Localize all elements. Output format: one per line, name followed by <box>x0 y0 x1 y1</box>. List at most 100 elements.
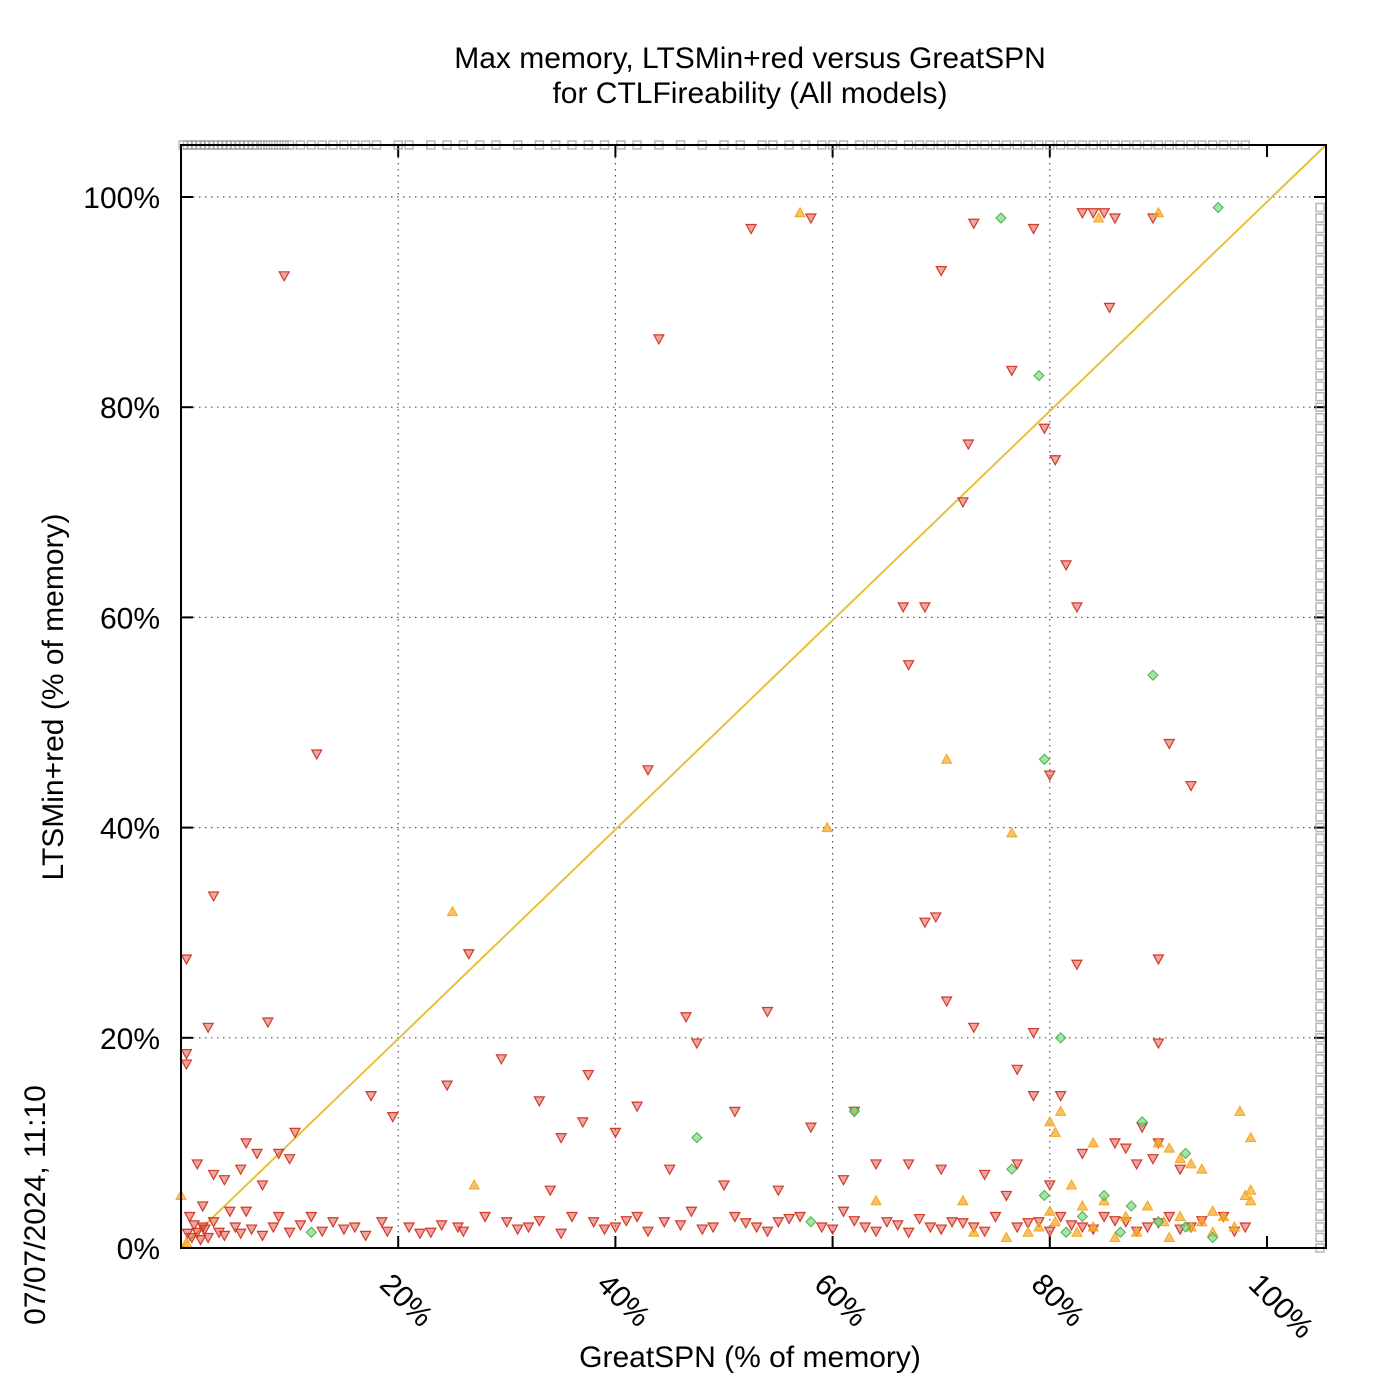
failure-marker-right <box>1315 1127 1325 1138</box>
failure-marker-right <box>1315 906 1325 917</box>
red-down-triangle-point <box>1027 1027 1040 1039</box>
orange-up-triangle-point <box>1043 1205 1056 1216</box>
y-tick-label: 40% <box>100 813 160 846</box>
failure-marker-right <box>1315 1085 1325 1096</box>
red-down-triangle-point <box>381 1226 394 1238</box>
red-down-triangle-point <box>1239 1222 1252 1234</box>
red-down-triangle-point <box>631 1101 644 1113</box>
red-down-triangle-point <box>240 1206 253 1218</box>
green-diamond-point <box>1006 1163 1018 1175</box>
orange-up-triangle-point <box>1087 1136 1100 1148</box>
orange-up-triangle-point <box>967 1226 980 1237</box>
failure-marker-right <box>1315 307 1325 318</box>
orange-up-triangle-point <box>1163 1231 1176 1242</box>
green-diamond-point <box>1076 1210 1089 1223</box>
red-down-triangle-point <box>935 265 948 277</box>
failure-marker-right <box>1315 1180 1325 1190</box>
failure-marker-right <box>1315 843 1325 854</box>
orange-up-triangle-point <box>1000 1231 1013 1242</box>
orange-up-triangle-point <box>1244 1184 1257 1195</box>
failure-marker-right <box>1315 1117 1325 1127</box>
orange-up-triangle-point <box>1141 1199 1154 1211</box>
red-down-triangle-point <box>1049 455 1062 466</box>
diagonal-reference-line <box>180 144 1327 1249</box>
red-down-triangle-point <box>194 1234 207 1246</box>
failure-marker-right <box>1315 465 1325 476</box>
orange-up-triangle-point <box>1174 1210 1186 1221</box>
red-down-triangle-point <box>1005 365 1018 377</box>
green-diamond-point <box>805 1216 817 1228</box>
failure-marker-right <box>1315 675 1325 686</box>
red-down-triangle-point <box>555 1133 568 1144</box>
red-down-triangle-point <box>283 1154 296 1165</box>
red-down-triangle-point <box>180 1048 193 1060</box>
failure-marker-right <box>1315 560 1325 570</box>
red-down-triangle-point <box>435 1220 448 1232</box>
orange-up-triangle-point <box>1152 1136 1165 1148</box>
red-down-triangle-point <box>256 1180 269 1192</box>
red-down-triangle-point <box>1108 1216 1121 1227</box>
red-down-triangle-point <box>794 1211 807 1223</box>
failure-marker-right <box>1315 518 1325 528</box>
failure-marker-right <box>1315 864 1325 875</box>
failure-marker-right <box>1315 539 1325 549</box>
red-down-triangle-point <box>188 1220 201 1232</box>
red-down-triangle-point <box>902 1159 915 1171</box>
green-diamond-point <box>1152 1216 1165 1228</box>
orange-up-triangle-point <box>1119 1210 1132 1221</box>
failure-marker-right <box>1315 1106 1325 1117</box>
red-down-triangle-point <box>1070 959 1083 971</box>
green-diamond-point <box>848 1105 861 1118</box>
failure-marker-right <box>1315 255 1325 265</box>
red-down-triangle-point <box>783 1213 796 1225</box>
red-down-triangle-point <box>1146 1154 1159 1165</box>
red-down-triangle-point <box>946 1217 959 1228</box>
red-down-triangle-point <box>1103 302 1116 314</box>
red-down-triangle-point <box>386 1112 399 1123</box>
red-down-triangle-point <box>598 1224 611 1236</box>
failure-marker-right <box>1315 1201 1325 1211</box>
red-down-triangle-point <box>902 660 915 671</box>
failure-marker-right <box>1315 770 1325 780</box>
failure-marker-right <box>1315 318 1325 328</box>
red-down-triangle-point <box>587 1217 600 1228</box>
failure-marker-right <box>1315 707 1325 717</box>
red-down-triangle-point <box>679 1012 693 1024</box>
red-down-triangle-point <box>234 1228 247 1240</box>
red-down-triangle-point <box>1011 1159 1024 1171</box>
orange-up-triangle-point <box>1049 1215 1062 1227</box>
red-down-triangle-point <box>1070 602 1083 614</box>
red-down-triangle-point <box>1152 954 1165 966</box>
failure-marker-right <box>1315 402 1325 412</box>
failure-marker-right <box>1315 591 1325 602</box>
red-down-triangle-point <box>202 1022 215 1034</box>
red-down-triangle-point <box>897 602 910 614</box>
red-down-triangle-point <box>283 1227 296 1239</box>
orange-up-triangle-point <box>870 1194 882 1206</box>
red-down-triangle-point <box>207 891 220 903</box>
failure-marker-right <box>1315 602 1325 612</box>
failure-marker-right <box>1315 791 1325 801</box>
red-down-triangle-point <box>609 1222 622 1234</box>
red-down-triangle-point <box>609 1127 622 1139</box>
failure-marker-right <box>1315 749 1325 759</box>
red-down-triangle-point <box>278 271 291 283</box>
red-down-triangle-point <box>1027 1091 1040 1102</box>
red-down-triangle-point <box>1011 1222 1024 1234</box>
red-down-triangle-point <box>294 1220 307 1232</box>
green-diamond-point <box>1098 1189 1110 1202</box>
failure-marker-right <box>1315 1211 1325 1222</box>
failure-marker-right <box>1315 959 1325 969</box>
red-down-triangle-point <box>1054 1091 1067 1102</box>
failure-marker-right <box>1315 476 1325 486</box>
red-down-triangle-point <box>500 1217 513 1228</box>
red-down-triangle-point <box>337 1224 350 1236</box>
red-down-triangle-point <box>761 1006 774 1018</box>
failure-marker-right <box>1315 486 1325 497</box>
failure-marker-right <box>1315 286 1325 297</box>
red-down-triangle-point <box>924 1222 937 1234</box>
red-down-triangle-point <box>1184 780 1197 792</box>
green-diamond-point <box>1212 201 1224 214</box>
failure-marker-right <box>1315 549 1325 560</box>
failure-marker-right <box>1315 244 1325 255</box>
